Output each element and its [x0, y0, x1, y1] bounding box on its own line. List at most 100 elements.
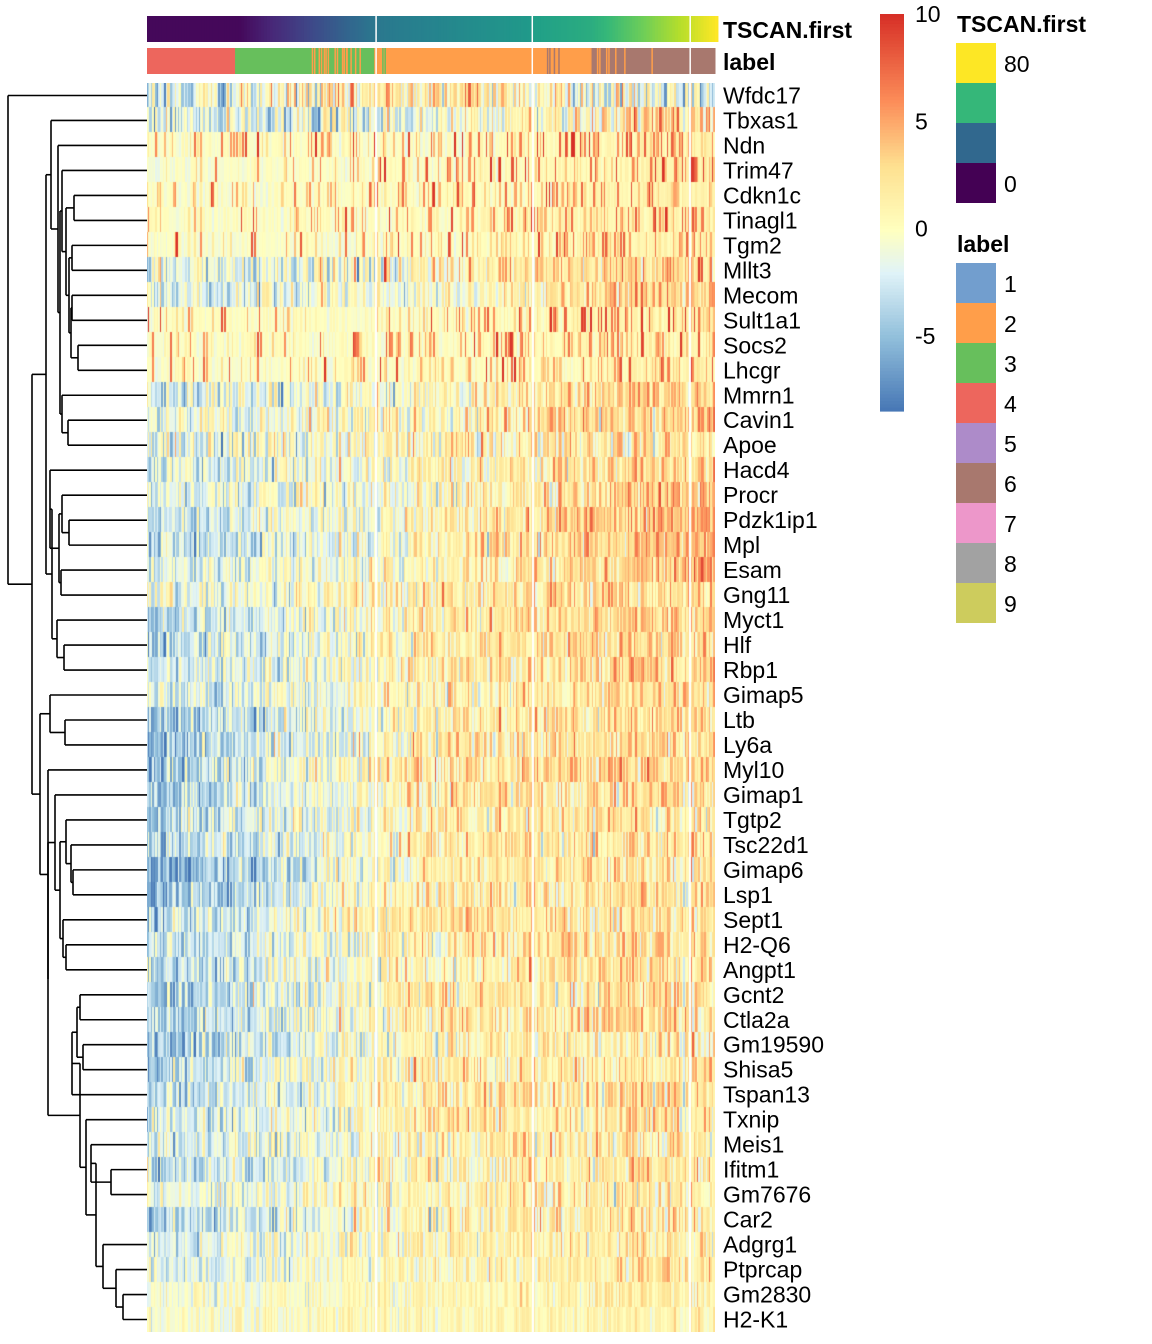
- tscan-annotation-cell: [232, 16, 237, 42]
- tscan-annotation-cell: [278, 16, 282, 42]
- tscan-annotation-cell: [275, 16, 279, 42]
- color-scale-legend: 10 5 0 -5: [880, 1, 941, 412]
- tscan-annotation-cell: [269, 16, 274, 42]
- tscan-annotation-cell: [369, 16, 374, 42]
- tscan-annotation-cell: [249, 16, 254, 42]
- tscan-annotation-cell: [418, 16, 422, 42]
- color-scale-step: [880, 401, 904, 405]
- row-label: H2-K1: [723, 1307, 788, 1333]
- tscan-annotation-cell: [655, 16, 659, 42]
- tscan-annotation-cell: [500, 16, 505, 42]
- color-scale-step: [880, 235, 904, 240]
- label-annotation-stripe: [624, 48, 626, 74]
- tscan-annotation-cell: [558, 16, 562, 42]
- tscan-annotation-cell: [600, 16, 605, 42]
- tscan-annotation-cell: [346, 16, 351, 42]
- color-scale-step: [880, 367, 904, 372]
- tscan-annotation-cell: [392, 16, 396, 42]
- color-scale-step: [880, 391, 904, 396]
- tscan-annotation-cell: [652, 16, 656, 42]
- tscan-annotation-cell: [229, 16, 234, 42]
- row-label: Adgrg1: [723, 1232, 797, 1258]
- color-scale-step: [880, 179, 904, 184]
- tscan-annotation-cell: [352, 16, 356, 42]
- color-scale-step: [880, 116, 904, 121]
- label-annotation-stripe: [384, 48, 386, 74]
- row-label: Meis1: [723, 1132, 784, 1158]
- tscan-annotation-cell: [241, 16, 245, 42]
- row-label: Cavin1: [723, 407, 795, 433]
- tscan-annotation-cell: [635, 16, 639, 42]
- color-scale-step: [880, 100, 904, 104]
- label-legend-swatch: [956, 303, 996, 343]
- color-scale-step: [880, 20, 904, 25]
- color-scale-step: [880, 90, 904, 94]
- tscan-annotation-cell: [192, 16, 197, 42]
- tscan-annotation-cell: [415, 16, 419, 42]
- tscan-annotation-cell: [378, 16, 382, 42]
- row-label: Myct1: [723, 607, 784, 633]
- tscan-annotation-cell: [506, 16, 511, 42]
- row-label: Sept1: [723, 907, 783, 933]
- tscan-annotation-cell: [646, 16, 650, 42]
- row-label: Tgtp2: [723, 807, 782, 833]
- tscan-annotation-cell: [315, 16, 319, 42]
- tscan-annotation-cell: [643, 16, 648, 42]
- tscan-annotation-cell: [361, 16, 365, 42]
- tscan-annotation-cell: [372, 16, 376, 42]
- tscan-annotation-cell: [666, 16, 670, 42]
- label-annotation-stripe: [320, 48, 323, 74]
- label-annotation-stripe: [336, 48, 339, 74]
- color-scale-step: [880, 80, 904, 85]
- label-annotation-stripe: [590, 48, 592, 74]
- row-label: Ctla2a: [723, 1007, 790, 1033]
- tscan-annotation-cell: [580, 16, 585, 42]
- label-legend-item: 9: [1004, 591, 1017, 617]
- tscan-annotation-cell: [172, 16, 177, 42]
- tscan-annotation-cell: [697, 16, 702, 42]
- color-scale-step: [880, 305, 904, 310]
- tscan-annotation-cell: [184, 16, 188, 42]
- tscan-annotation-cell: [206, 16, 211, 42]
- color-scale-step: [880, 27, 904, 32]
- tscan-annotation-cell: [575, 16, 579, 42]
- tscan-annotation-cell: [597, 16, 602, 42]
- tscan-annotation-cell: [312, 16, 316, 42]
- tscan-annotation-cell: [226, 16, 231, 42]
- row-label: Shisa5: [723, 1057, 793, 1083]
- color-scale-step: [880, 348, 904, 353]
- color-scale-step: [880, 106, 904, 111]
- tscan-annotation-cell: [552, 16, 556, 42]
- row-dendrogram: [7, 94, 147, 1321]
- tscan-annotation-cell: [480, 16, 485, 42]
- tscan-annotation-cell: [532, 16, 536, 42]
- tscan-annotation-cell: [358, 16, 362, 42]
- row-label: Gng11: [723, 582, 790, 608]
- color-scale-step: [880, 14, 904, 18]
- tscan-annotation-cell: [712, 16, 716, 42]
- label-legend-swatch: [956, 463, 996, 503]
- tscan-annotation-cell: [592, 16, 596, 42]
- tscan-annotation-cell: [529, 16, 533, 42]
- row-label: Ltb: [723, 707, 755, 733]
- color-scale-step: [880, 53, 904, 58]
- color-scale-step: [880, 40, 904, 45]
- color-scale-step: [880, 252, 904, 257]
- color-scale-step: [880, 255, 904, 260]
- tscan-annotation-cell: [292, 16, 297, 42]
- tscan-annotation-cell: [284, 16, 288, 42]
- tscan-annotation-cell: [306, 16, 311, 42]
- color-scale-step: [880, 344, 904, 349]
- tscan-annotation-cell: [492, 16, 496, 42]
- tscan-annotation-cell: [329, 16, 334, 42]
- row-label: Procr: [723, 482, 778, 508]
- tscan-annotation-cell: [158, 16, 162, 42]
- color-scale-step: [880, 364, 904, 369]
- color-scale-step: [880, 73, 904, 78]
- tscan-annotation-cell: [572, 16, 576, 42]
- tscan-annotation-cell: [235, 16, 239, 42]
- tscan-annotation-cell: [255, 16, 259, 42]
- color-scale-step: [880, 242, 904, 247]
- tscan-annotation-cell: [498, 16, 502, 42]
- color-scale-step: [880, 387, 904, 392]
